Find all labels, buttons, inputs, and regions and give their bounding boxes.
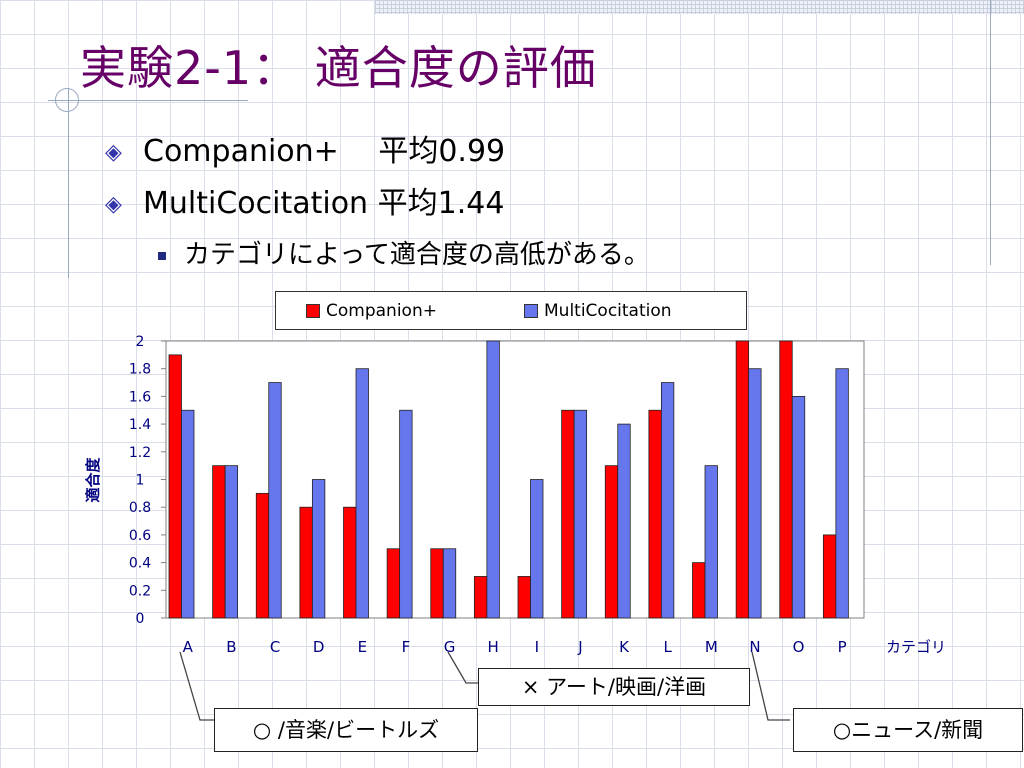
bar-companion-O	[779, 340, 793, 619]
legend-item-companion: Companion+	[306, 301, 437, 321]
legend-label: MultiCocitation	[544, 301, 672, 321]
bar-multicocitation-F	[399, 409, 413, 619]
bar-companion-F	[386, 548, 401, 619]
bar-multicocitation-E	[355, 368, 369, 619]
x-tick-label: C	[270, 638, 280, 656]
bar-companion-I	[517, 576, 531, 619]
bar-companion-L	[648, 409, 662, 619]
top-pattern-band	[375, 0, 1024, 14]
bar-multicocitation-G	[442, 548, 457, 619]
bar-companion-K	[604, 465, 619, 619]
diamond-bullet-icon: ◈	[105, 140, 122, 165]
slide-title: 実験2-1： 適合度の評価	[80, 41, 597, 95]
y-tick-label: 2	[136, 334, 145, 350]
x-tick-label: I	[535, 638, 539, 656]
bar-multicocitation-A	[181, 409, 195, 619]
bullet-text: Companion+ 平均0.99	[143, 134, 506, 169]
bar-companion-M	[692, 562, 706, 619]
bar-multicocitation-I	[530, 479, 544, 619]
x-tick-label: G	[444, 638, 456, 656]
x-tick-label: H	[488, 638, 499, 656]
bar-multicocitation-M	[704, 465, 718, 619]
legend-swatch-companion	[306, 304, 320, 318]
bar-multicocitation-O	[791, 395, 806, 619]
bar-companion-P	[822, 534, 837, 619]
bar-multicocitation-L	[660, 382, 675, 619]
y-tick-label: 1.4	[129, 417, 151, 433]
y-tick-label: 1	[136, 473, 145, 489]
decor-circle	[55, 88, 79, 112]
y-tick-label: 0.2	[129, 583, 151, 599]
bar-multicocitation-B	[224, 465, 239, 619]
bar-companion-A	[168, 354, 182, 619]
right-decor-line	[990, 0, 991, 265]
bar-companion-J	[561, 409, 575, 619]
x-tick-label: O	[793, 638, 805, 656]
bar-companion-D	[299, 506, 313, 619]
diamond-bullet-icon: ◈	[105, 192, 122, 217]
bar-companion-C	[255, 492, 270, 619]
bar-multicocitation-P	[835, 368, 849, 619]
x-tick-label: N	[749, 638, 760, 656]
bar-multicocitation-C	[268, 382, 282, 619]
x-axis-label: カテゴリ	[886, 638, 946, 656]
bar-multicocitation-D	[311, 479, 326, 619]
y-tick-label: 1.2	[129, 445, 151, 461]
y-tick-label: 1.6	[129, 389, 151, 405]
sub-bullet-text: カテゴリによって適合度の高低がある。	[184, 240, 650, 270]
side-decor-line	[68, 88, 69, 278]
y-tick-label: 1.8	[129, 362, 151, 378]
x-tick-label: A	[183, 638, 194, 656]
bar-companion-N	[735, 340, 750, 619]
x-tick-label: D	[313, 638, 325, 656]
bar-multicocitation-K	[617, 423, 631, 619]
bar-multicocitation-J	[573, 409, 588, 619]
legend-item-multicocitation: MultiCocitation	[524, 301, 672, 321]
title-decor-line	[48, 100, 248, 101]
bar-multicocitation-N	[748, 368, 762, 619]
callout-a: ○ /音楽/ビートルズ	[214, 708, 478, 752]
bullet-companion: ◈ Companion+ 平均0.99	[105, 126, 505, 170]
y-tick-label: 0.8	[129, 500, 151, 516]
chart-legend: Companion+ MultiCocitation	[275, 291, 747, 330]
bullet-text: MultiCocitation 平均1.44	[143, 186, 505, 221]
bar-multicocitation-H	[486, 340, 500, 619]
callout-g: × アート/映画/洋画	[478, 668, 750, 706]
sub-bullet: カテゴリによって適合度の高低がある。	[158, 234, 650, 271]
square-bullet-icon	[158, 251, 166, 260]
legend-label: Companion+	[326, 301, 437, 321]
x-tick-label: M	[705, 638, 718, 656]
bar-companion-B	[212, 465, 226, 619]
bar-companion-E	[343, 506, 357, 619]
legend-swatch-multicocitation	[524, 304, 538, 318]
x-tick-label: F	[402, 638, 411, 656]
x-tick-label: P	[838, 638, 847, 656]
x-tick-label: B	[226, 638, 236, 656]
callout-n: ○ニュース/新聞	[793, 708, 1023, 752]
bar-companion-H	[473, 576, 488, 619]
y-tick-label: 0.4	[129, 556, 151, 572]
y-tick-label: 0	[136, 611, 145, 627]
bar-companion-G	[430, 548, 444, 619]
bullet-multicocitation: ◈ MultiCocitation 平均1.44	[105, 178, 504, 222]
y-axis-label: 適合度	[84, 457, 102, 503]
x-tick-label: J	[577, 638, 582, 656]
x-tick-label: E	[358, 638, 367, 656]
x-tick-label: L	[664, 638, 673, 656]
y-tick-label: 0.6	[129, 528, 151, 544]
x-tick-label: K	[619, 638, 630, 656]
